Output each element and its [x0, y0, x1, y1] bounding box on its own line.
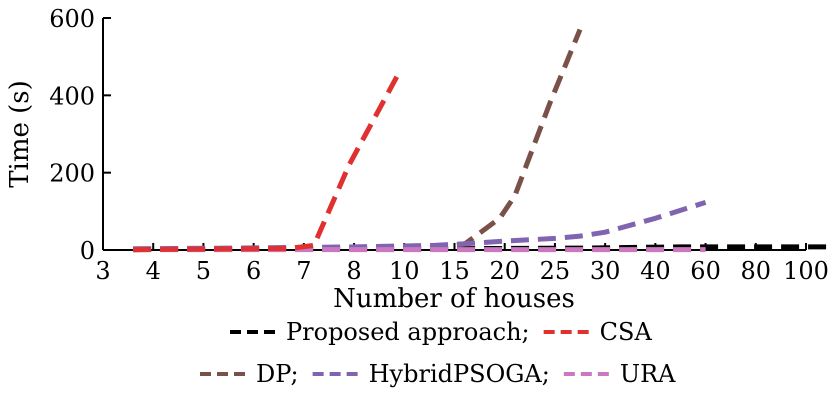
series-line-proposed-approach — [133, 244, 830, 253]
y-tick-label: 600 — [49, 5, 95, 33]
series-lines — [133, 28, 830, 253]
x-tick-label: 80 — [741, 257, 772, 285]
y-tick-label: 200 — [49, 160, 95, 188]
x-tick-label: 7 — [296, 257, 311, 285]
x-tick-label: 10 — [389, 257, 420, 285]
x-tick-label: 8 — [346, 257, 361, 285]
legend-label: URA — [620, 360, 676, 388]
x-tick-label: 40 — [640, 257, 671, 285]
legend-label: CSA — [600, 318, 653, 346]
x-tick-label: 25 — [540, 257, 571, 285]
x-axis-label: Number of houses — [333, 284, 575, 314]
x-tick-label: 3 — [95, 257, 110, 285]
legend-label: Proposed approach; — [286, 318, 530, 346]
x-tick-label: 15 — [439, 257, 470, 285]
x-tick-label: 100 — [783, 257, 829, 285]
x-tick-label: 60 — [690, 257, 721, 285]
x-tick-label: 20 — [489, 257, 520, 285]
y-axis-ticks: 0 200 400 600 — [49, 5, 111, 265]
series-line-csa — [133, 70, 402, 253]
legend: Proposed approach; CSA DP; HybridPSOGA; URA — [200, 318, 676, 388]
y-tick-label: 400 — [49, 82, 95, 110]
x-tick-label: 30 — [590, 257, 621, 285]
legend-label: DP; — [256, 360, 299, 388]
x-tick-label: 4 — [146, 257, 161, 285]
series-line-dp — [133, 28, 583, 253]
y-tick-label: 0 — [80, 237, 95, 265]
y-axis-label: Time (s) — [5, 80, 35, 188]
x-tick-label: 5 — [196, 257, 211, 285]
legend-label: HybridPSOGA; — [369, 360, 550, 388]
x-tick-label: 6 — [246, 257, 261, 285]
series-line-hybridpsoga — [133, 200, 707, 252]
